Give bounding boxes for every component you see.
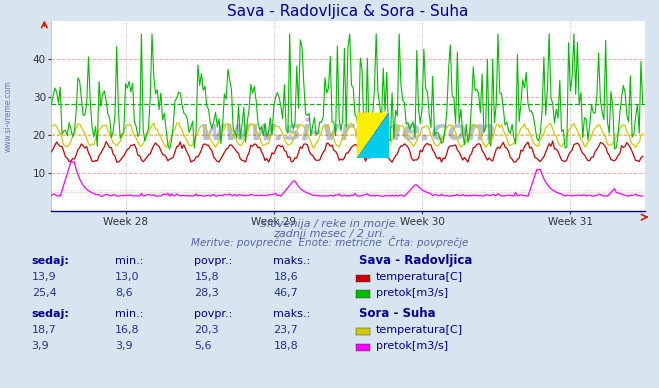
Text: Sora - Suha: Sora - Suha xyxy=(359,307,436,320)
Polygon shape xyxy=(357,113,389,158)
Text: 16,8: 16,8 xyxy=(115,325,140,335)
Text: www.si-vreme.com: www.si-vreme.com xyxy=(3,80,13,152)
Text: Sava - Radovljica: Sava - Radovljica xyxy=(359,254,473,267)
Text: pretok[m3/s]: pretok[m3/s] xyxy=(376,341,447,351)
Text: maks.:: maks.: xyxy=(273,309,311,319)
Text: 20,3: 20,3 xyxy=(194,325,219,335)
Text: povpr.:: povpr.: xyxy=(194,309,233,319)
Text: www.si-vreme.com: www.si-vreme.com xyxy=(200,118,496,146)
Title: Sava - Radovljica & Sora - Suha: Sava - Radovljica & Sora - Suha xyxy=(227,4,469,19)
Text: 18,6: 18,6 xyxy=(273,272,298,282)
Text: 23,7: 23,7 xyxy=(273,325,299,335)
Text: 28,3: 28,3 xyxy=(194,288,219,298)
Text: 5,6: 5,6 xyxy=(194,341,212,351)
Text: zadnji mesec / 2 uri.: zadnji mesec / 2 uri. xyxy=(273,229,386,239)
Text: maks.:: maks.: xyxy=(273,256,311,266)
Text: 13,0: 13,0 xyxy=(115,272,140,282)
Text: sedaj:: sedaj: xyxy=(32,309,69,319)
Text: 15,8: 15,8 xyxy=(194,272,219,282)
Text: Slovenija / reke in morje.: Slovenija / reke in morje. xyxy=(260,219,399,229)
Text: 46,7: 46,7 xyxy=(273,288,299,298)
Text: pretok[m3/s]: pretok[m3/s] xyxy=(376,288,447,298)
Text: 25,4: 25,4 xyxy=(32,288,57,298)
Text: temperatura[C]: temperatura[C] xyxy=(376,325,463,335)
Text: 3,9: 3,9 xyxy=(115,341,133,351)
Text: 18,7: 18,7 xyxy=(32,325,57,335)
Polygon shape xyxy=(357,113,389,158)
Text: 3,9: 3,9 xyxy=(32,341,49,351)
Text: sedaj:: sedaj: xyxy=(32,256,69,266)
Text: 8,6: 8,6 xyxy=(115,288,133,298)
Text: 13,9: 13,9 xyxy=(32,272,56,282)
Polygon shape xyxy=(357,113,389,158)
Text: min.:: min.: xyxy=(115,309,144,319)
Text: 18,8: 18,8 xyxy=(273,341,299,351)
Text: Meritve: povprečne  Enote: metrične  Črta: povprečje: Meritve: povprečne Enote: metrične Črta:… xyxy=(191,236,468,248)
Text: povpr.:: povpr.: xyxy=(194,256,233,266)
Text: min.:: min.: xyxy=(115,256,144,266)
Text: temperatura[C]: temperatura[C] xyxy=(376,272,463,282)
